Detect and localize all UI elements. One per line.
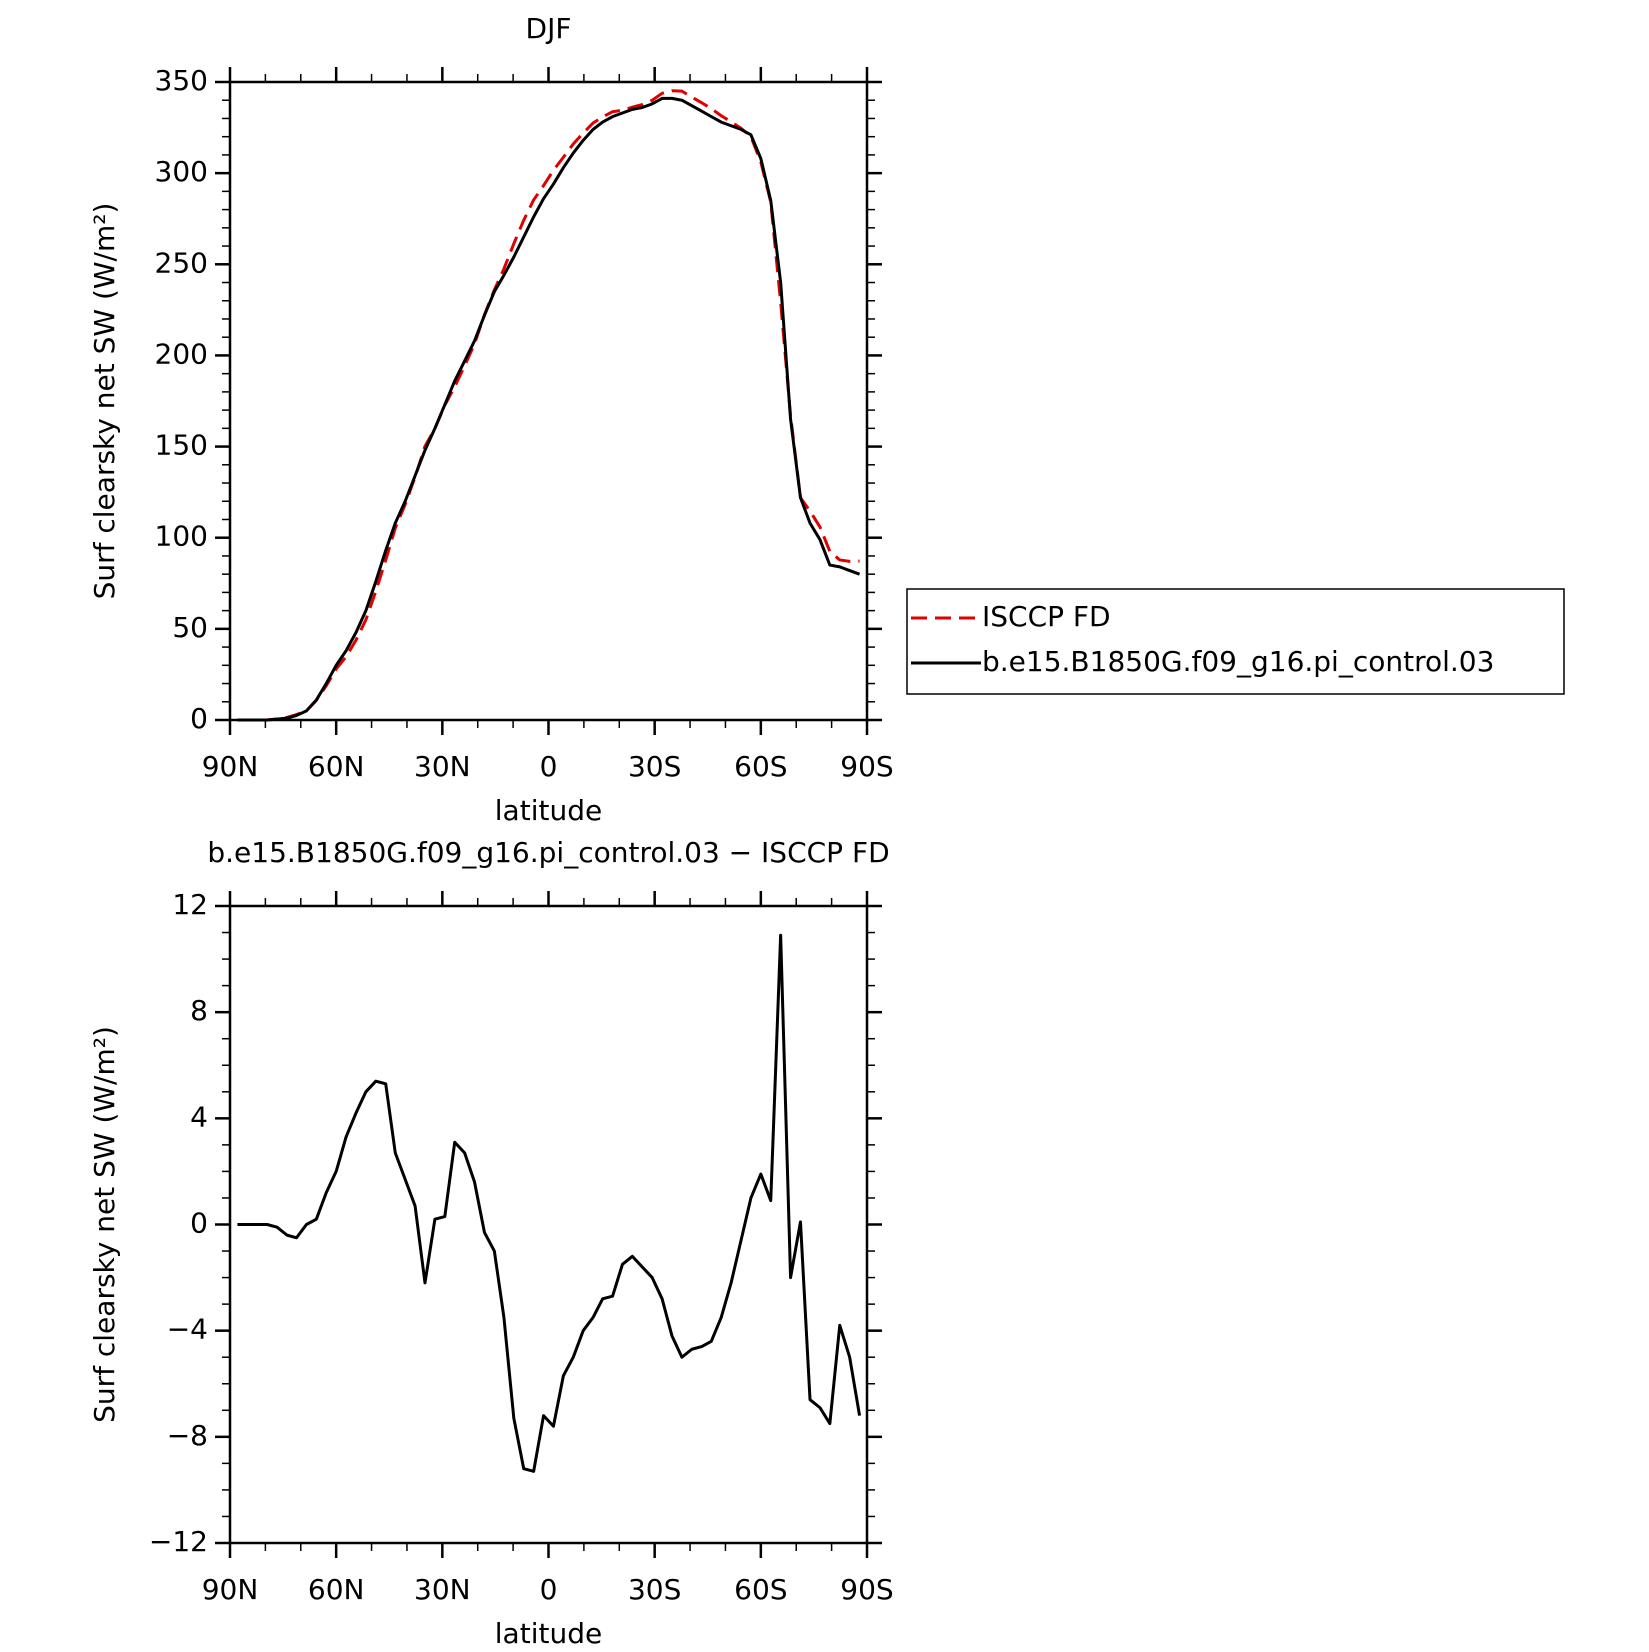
y-tick-label: −12 bbox=[149, 1525, 208, 1558]
legend-label: b.e15.B1850G.f09_g16.pi_control.03 bbox=[982, 645, 1494, 678]
x-tick-label: 0 bbox=[540, 750, 558, 783]
chart-title: DJF bbox=[526, 12, 572, 45]
x-tick-label: 60S bbox=[734, 750, 787, 783]
x-tick-label: 90S bbox=[840, 750, 893, 783]
x-tick-label: 60S bbox=[734, 1573, 787, 1606]
x-tick-label: 90N bbox=[202, 1573, 259, 1606]
x-tick-label: 90S bbox=[840, 1573, 893, 1606]
y-tick-label: −8 bbox=[167, 1419, 208, 1452]
legend-label: ISCCP FD bbox=[982, 600, 1111, 633]
y-axis-label: Surf clearsky net SW (W/m²) bbox=[88, 203, 121, 600]
x-tick-label: 30S bbox=[628, 1573, 681, 1606]
x-axis-label: latitude bbox=[495, 794, 602, 827]
plot-frame bbox=[228, 80, 869, 722]
y-tick-label: 350 bbox=[155, 64, 208, 97]
y-tick-label: 0 bbox=[190, 702, 208, 735]
y-tick-label: 50 bbox=[172, 611, 208, 644]
y-tick-label: 12 bbox=[172, 888, 208, 921]
y-tick-label: 0 bbox=[190, 1207, 208, 1240]
x-tick-label: 60N bbox=[308, 750, 365, 783]
x-tick-label: 0 bbox=[540, 1573, 558, 1606]
data-line bbox=[237, 933, 862, 1473]
data-line bbox=[237, 96, 861, 722]
y-tick-label: 100 bbox=[155, 520, 208, 553]
y-tick-label: 8 bbox=[190, 994, 208, 1027]
x-axis-label: latitude bbox=[495, 1617, 602, 1650]
y-tick-label: 250 bbox=[155, 246, 208, 279]
x-tick-label: 60N bbox=[308, 1573, 365, 1606]
y-axis-label: Surf clearsky net SW (W/m²) bbox=[88, 1026, 121, 1423]
x-tick-label: 30S bbox=[628, 750, 681, 783]
plot-frame bbox=[228, 904, 869, 1545]
y-tick-label: 300 bbox=[155, 155, 208, 188]
chart-title: b.e15.B1850G.f09_g16.pi_control.03 − ISC… bbox=[207, 836, 889, 869]
y-tick-label: 150 bbox=[155, 429, 208, 462]
legend-box bbox=[906, 588, 1565, 695]
y-tick-label: 200 bbox=[155, 337, 208, 370]
y-tick-label: −4 bbox=[167, 1313, 208, 1346]
y-tick-label: 4 bbox=[190, 1100, 208, 1133]
x-tick-label: 90N bbox=[202, 750, 259, 783]
x-tick-label: 30N bbox=[414, 1573, 471, 1606]
x-tick-label: 30N bbox=[414, 750, 471, 783]
